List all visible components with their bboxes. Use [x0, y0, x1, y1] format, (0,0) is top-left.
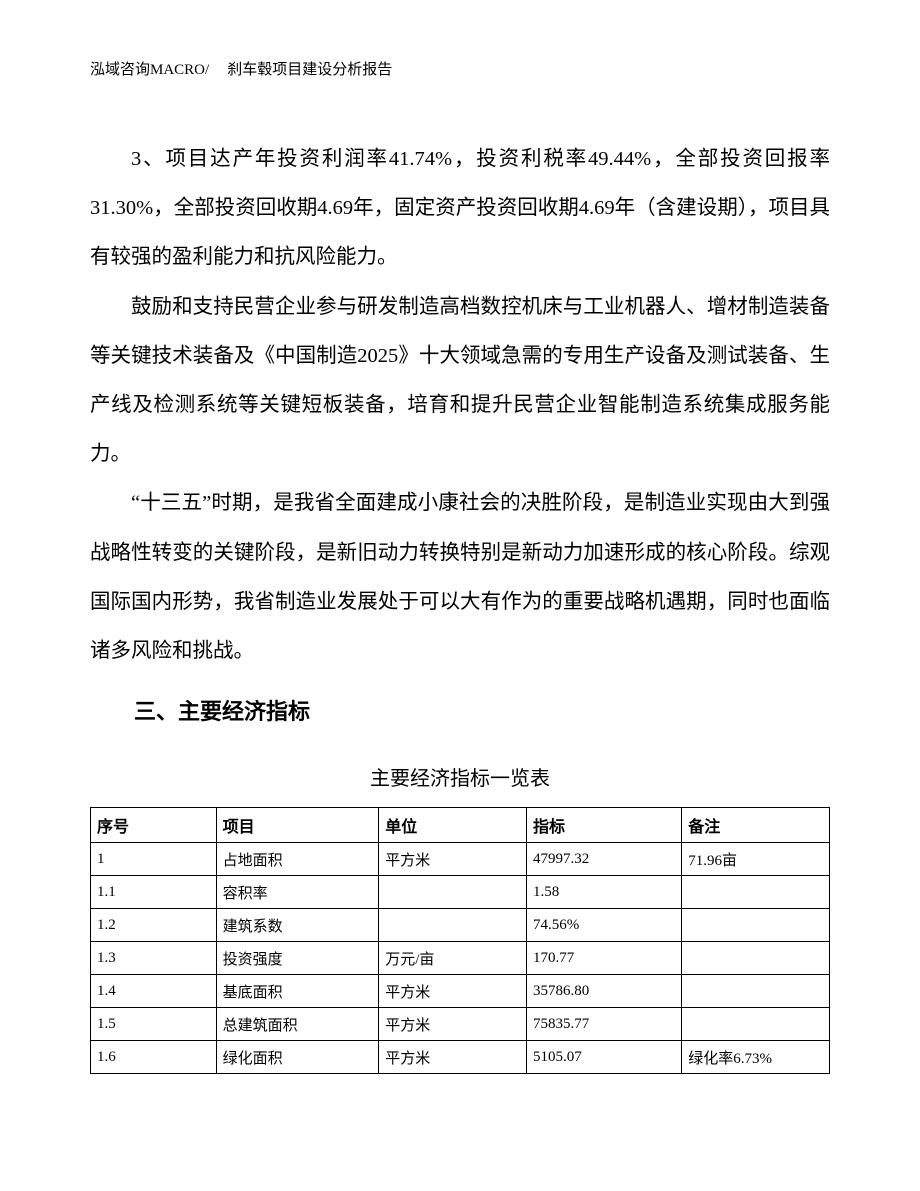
table-row: 1.3 投资强度 万元/亩 170.77	[91, 942, 830, 975]
cell: 建筑系数	[216, 909, 379, 942]
cell: 47997.32	[527, 843, 682, 876]
section-heading: 三、主要经济指标	[90, 694, 830, 726]
paragraph-3: “十三五”时期，是我省全面建成小康社会的决胜阶段，是制造业实现由大到强战略性转变…	[90, 479, 830, 676]
table-row: 1.2 建筑系数 74.56%	[91, 909, 830, 942]
col-header: 备注	[682, 808, 830, 843]
cell: 1.2	[91, 909, 217, 942]
header-company: 泓域咨询MACRO/	[90, 62, 209, 78]
cell	[682, 942, 830, 975]
cell	[682, 909, 830, 942]
cell: 1	[91, 843, 217, 876]
cell: 5105.07	[527, 1041, 682, 1074]
table-row: 1.5 总建筑面积 平方米 75835.77	[91, 1008, 830, 1041]
paragraph-2: 鼓励和支持民营企业参与研发制造高档数控机床与工业机器人、增材制造装备等关键技术装…	[90, 283, 830, 480]
cell: 平方米	[379, 1008, 527, 1041]
cell: 万元/亩	[379, 942, 527, 975]
cell: 1.6	[91, 1041, 217, 1074]
header-title: 刹车毂项目建设分析报告	[227, 62, 392, 78]
cell: 总建筑面积	[216, 1008, 379, 1041]
cell: 75835.77	[527, 1008, 682, 1041]
document-page: 泓域咨询MACRO/刹车毂项目建设分析报告 3、项目达产年投资利润率41.74%…	[0, 0, 920, 1191]
col-header: 项目	[216, 808, 379, 843]
cell: 1.58	[527, 876, 682, 909]
cell	[379, 876, 527, 909]
cell: 投资强度	[216, 942, 379, 975]
cell: 占地面积	[216, 843, 379, 876]
cell: 1.3	[91, 942, 217, 975]
cell: 71.96亩	[682, 843, 830, 876]
cell: 平方米	[379, 843, 527, 876]
cell	[682, 975, 830, 1008]
cell: 1.1	[91, 876, 217, 909]
cell: 平方米	[379, 975, 527, 1008]
cell: 1.5	[91, 1008, 217, 1041]
col-header: 指标	[527, 808, 682, 843]
cell: 基底面积	[216, 975, 379, 1008]
table-header-row: 序号 项目 单位 指标 备注	[91, 808, 830, 843]
col-header: 序号	[91, 808, 217, 843]
col-header: 单位	[379, 808, 527, 843]
cell: 绿化面积	[216, 1041, 379, 1074]
cell: 平方米	[379, 1041, 527, 1074]
cell	[682, 876, 830, 909]
cell: 170.77	[527, 942, 682, 975]
table-row: 1.6 绿化面积 平方米 5105.07 绿化率6.73%	[91, 1041, 830, 1074]
cell: 74.56%	[527, 909, 682, 942]
economic-indicators-table: 序号 项目 单位 指标 备注 1 占地面积 平方米 47997.32 71.96…	[90, 807, 830, 1074]
paragraph-1: 3、项目达产年投资利润率41.74%，投资利税率49.44%，全部投资回报率31…	[90, 135, 830, 283]
body-text: 3、项目达产年投资利润率41.74%，投资利税率49.44%，全部投资回报率31…	[90, 135, 830, 676]
page-header: 泓域咨询MACRO/刹车毂项目建设分析报告	[90, 58, 830, 79]
table-row: 1.4 基底面积 平方米 35786.80	[91, 975, 830, 1008]
cell: 绿化率6.73%	[682, 1041, 830, 1074]
table-title: 主要经济指标一览表	[90, 762, 830, 791]
table-row: 1 占地面积 平方米 47997.32 71.96亩	[91, 843, 830, 876]
cell: 35786.80	[527, 975, 682, 1008]
cell: 1.4	[91, 975, 217, 1008]
cell	[682, 1008, 830, 1041]
table-row: 1.1 容积率 1.58	[91, 876, 830, 909]
cell: 容积率	[216, 876, 379, 909]
cell	[379, 909, 527, 942]
